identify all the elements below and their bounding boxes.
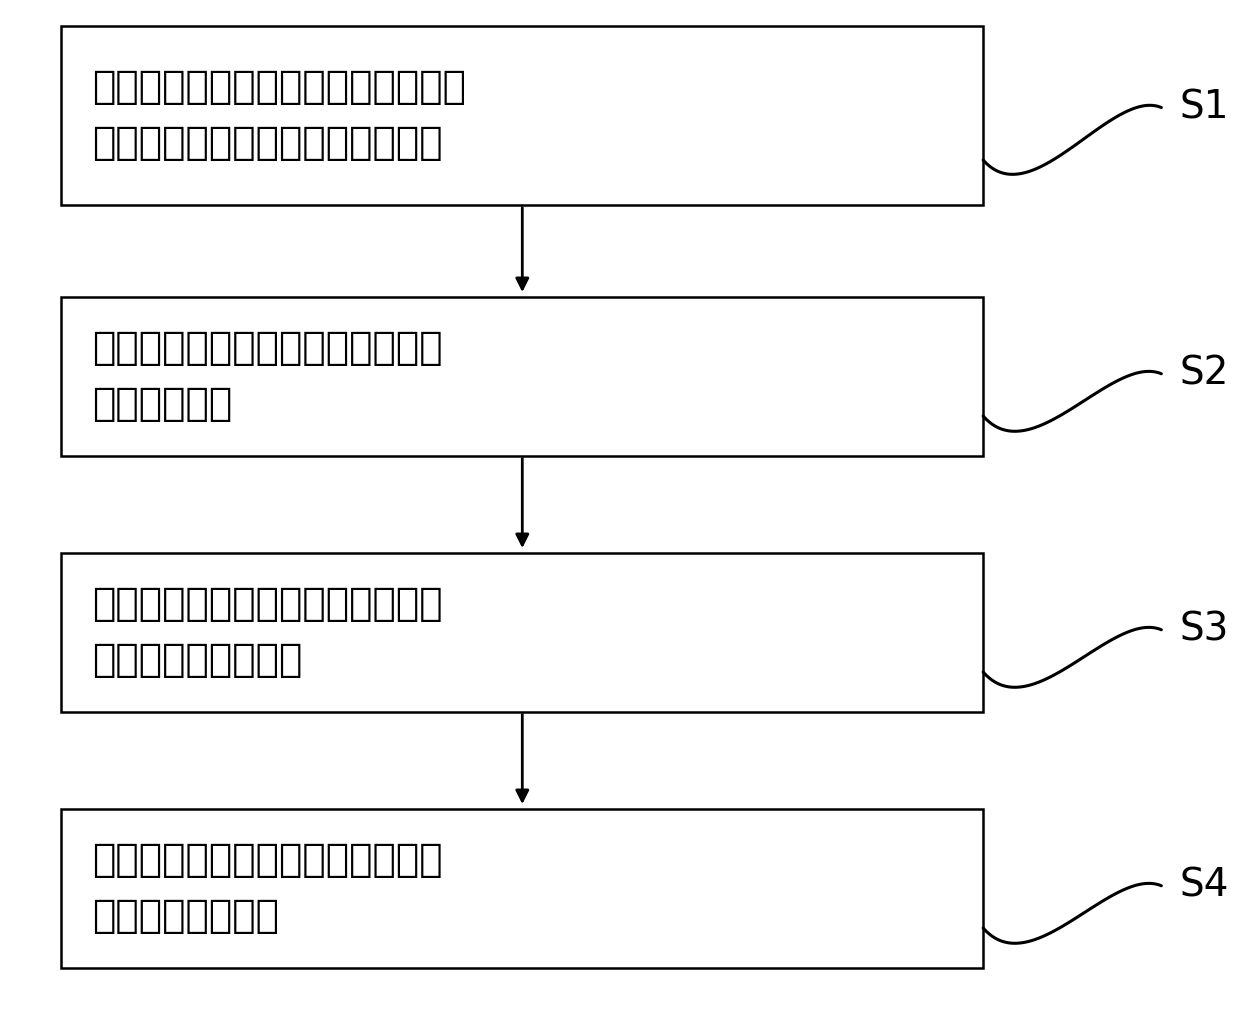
Text: S3: S3 [1179,610,1229,649]
Bar [62,809,983,968]
Bar [62,553,983,712]
Bar [62,297,983,456]
Text: S4: S4 [1179,866,1229,905]
Text: S1: S1 [1179,88,1229,127]
Text: 根据检测值判断双燃料统一化发动
机的运转状态: 根据检测值判断双燃料统一化发动 机的运转状态 [92,330,443,423]
Text: 根据燃油喷射量控制第一电磁阀和
第二电磁阀的开度: 根据燃油喷射量控制第一电磁阀和 第二电磁阀的开度 [92,842,443,935]
Bar [62,26,983,205]
Text: 根据运转状态，判断双燃料统一化
发动机的燃油喷射量: 根据运转状态，判断双燃料统一化 发动机的燃油喷射量 [92,586,443,679]
Text: S2: S2 [1179,354,1229,393]
Text: 检测发动机转速、发动机机油温度、
发动机冷却水温度及油门踏板开度: 检测发动机转速、发动机机油温度、 发动机冷却水温度及油门踏板开度 [92,69,466,162]
